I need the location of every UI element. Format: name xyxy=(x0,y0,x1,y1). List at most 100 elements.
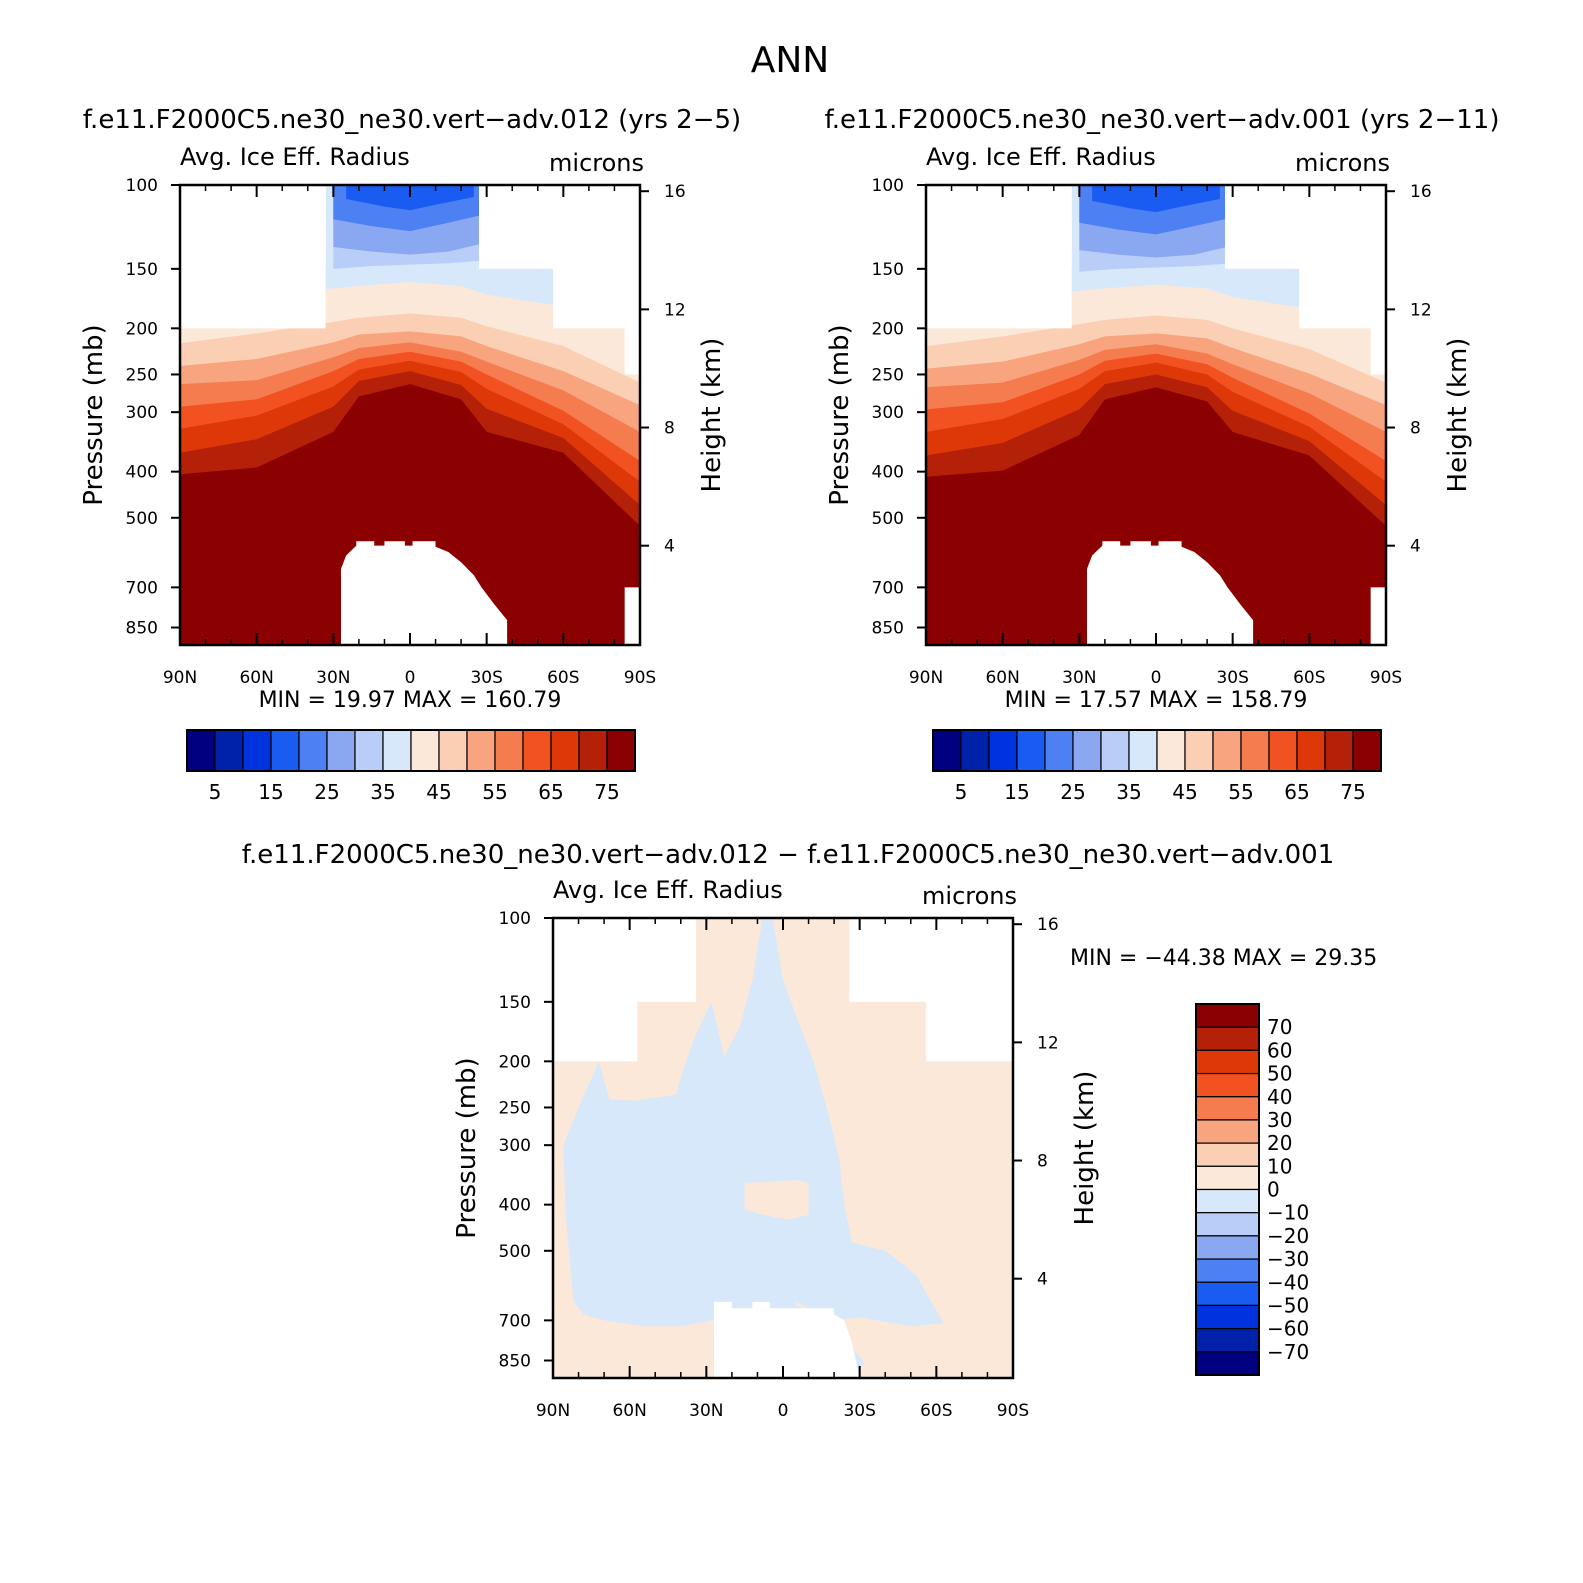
panel-2-colorbar-box-1 xyxy=(960,729,990,772)
panel-2-xtick-label-4: 30S xyxy=(1216,668,1248,688)
panel-2-colorbar-box-13 xyxy=(1296,729,1326,772)
panel-2-colorbar-label-3: 35 xyxy=(1116,780,1141,804)
panel-3-ytick-label-250: 250 xyxy=(499,1098,531,1118)
panel-2-colorbar-box-5 xyxy=(1072,729,1102,772)
panel-1-colorbar-box-3 xyxy=(270,729,300,772)
panel-3-colorbar-box-5 xyxy=(1195,1119,1260,1144)
panel-3-colorbar-label-13: −60 xyxy=(1267,1317,1309,1341)
panel-1-colorbar-label-2: 25 xyxy=(314,780,339,804)
panel-1-colorbar-frame xyxy=(186,729,636,772)
panel-2-xtick-label-5: 60S xyxy=(1293,668,1325,688)
panel-2-band-top xyxy=(1092,185,1220,213)
panel-3-colorbar-box-15 xyxy=(1195,1351,1260,1376)
panel-1-colorbar-box-13 xyxy=(550,729,580,772)
panel-3-colorbar-label-4: 30 xyxy=(1267,1108,1292,1132)
panel-1-xtick-label-4: 30S xyxy=(470,668,502,688)
panel-1-ytick-label-100: 100 xyxy=(126,176,158,196)
panel-3-y2tick-label-16: 16 xyxy=(1037,915,1059,935)
panel-3-colorbar-label-3: 40 xyxy=(1267,1085,1292,1109)
panel-1-ytick-label-850: 850 xyxy=(126,619,158,639)
panel-3-ytick-label-850: 850 xyxy=(499,1352,531,1372)
panel-2-units-label: microns xyxy=(1295,149,1390,177)
panel-3-colorbar-box-0 xyxy=(1195,1003,1260,1028)
panel-3-colorbar-box-13 xyxy=(1195,1304,1260,1330)
panel-1-y2tick-label-12: 12 xyxy=(664,300,686,320)
panel-2-colorbar-box-2 xyxy=(988,729,1018,772)
panel-1-colorbar-box-5 xyxy=(326,729,356,772)
panel-1-colorbar-label-6: 65 xyxy=(538,780,563,804)
panel-2-colorbar-frame xyxy=(932,729,1382,772)
panel-2-colorbar-box-6 xyxy=(1100,729,1130,772)
panel-1-y2tick-label-16: 16 xyxy=(664,182,686,202)
panel-2-case-title: f.e11.F2000C5.ne30_ne30.vert−adv.001 (yr… xyxy=(825,105,1500,135)
panel-2-ytick-label-500: 500 xyxy=(872,509,904,529)
panel-2-colorbar-box-9 xyxy=(1184,729,1214,772)
figure-title: ANN xyxy=(751,40,830,81)
panel-1-colorbar-label-5: 55 xyxy=(482,780,507,804)
panel-3-colorbar-box-6 xyxy=(1195,1142,1260,1167)
panel-1-colorbar-box-8 xyxy=(410,729,440,772)
panel-3-variable-label: Avg. Ice Eff. Radius xyxy=(553,876,783,904)
panel-3-colorbar-box-1 xyxy=(1195,1026,1260,1051)
panel-3-colorbar-box-14 xyxy=(1195,1328,1260,1353)
panel-2-colorbar-box-14 xyxy=(1324,729,1354,772)
panel-1-ytick-label-200: 200 xyxy=(126,319,158,339)
panel-1-xtick-label-2: 30N xyxy=(316,668,350,688)
panel-1-colorbar-label-1: 15 xyxy=(258,780,283,804)
panel-3-colorbar-box-11 xyxy=(1195,1258,1260,1283)
panel-1-colorbar-box-12 xyxy=(522,729,552,772)
panel-3-min-max: MIN = −44.38 MAX = 29.35 xyxy=(1070,946,1377,971)
panel-3-colorbar-label-9: −20 xyxy=(1267,1224,1309,1248)
panel-2-xtick-label-2: 30N xyxy=(1062,668,1096,688)
panel-2-plot: 100 150 200 250 300 400 500 700 850 16 12 8 4 90N 60N 3… xyxy=(825,143,1473,713)
panel-3-colorbar-box-7 xyxy=(1195,1165,1260,1191)
panel-2-y2tick-label-16: 16 xyxy=(1410,182,1432,202)
panel-2-y2label: Height (km) xyxy=(1443,338,1473,493)
panel-2-ytick-label-700: 700 xyxy=(872,578,904,598)
panel-2-min-max: MIN = 17.57 MAX = 158.79 xyxy=(1005,688,1308,713)
panel-3-colorbar-label-14: −70 xyxy=(1267,1340,1309,1364)
panel-3-y2tick-label-12: 12 xyxy=(1037,1033,1059,1053)
panel-3-xtick-label-4: 30S xyxy=(843,1401,875,1421)
panel-3-colorbar-frame xyxy=(1195,1003,1260,1376)
panel-3-field xyxy=(553,918,1013,1378)
panel-1-y2tick-label-4: 4 xyxy=(664,537,675,557)
panel-2-ytick-label-300: 300 xyxy=(872,403,904,423)
panel-3-ytick-label-700: 700 xyxy=(499,1311,531,1331)
panel-1-xtick-label-5: 60S xyxy=(547,668,579,688)
panel-1-colorbar-label-4: 45 xyxy=(426,780,451,804)
panel-3-y2tick-label-4: 4 xyxy=(1037,1270,1048,1290)
panel-1-ylabel: Pressure (mb) xyxy=(79,324,109,505)
panel-1-colorbar-box-9 xyxy=(438,729,468,772)
panel-3-y2label: Height (km) xyxy=(1070,1071,1100,1226)
panel-1-xtick-label-3: 0 xyxy=(405,668,416,688)
panel-3-xtick-label-0: 90N xyxy=(536,1401,570,1421)
panel-1-colorbar-label-3: 35 xyxy=(370,780,395,804)
panel-3-units-label: microns xyxy=(922,882,1017,910)
panel-2-colorbar-label-4: 45 xyxy=(1172,780,1197,804)
panel-3-colorbar-label-12: −50 xyxy=(1267,1293,1309,1317)
panel-3-xtick-label-5: 60S xyxy=(920,1401,952,1421)
panel-1-plot: 100 150 200 250 300 400 500 700 850 16 12 8 4 90N 60N 3… xyxy=(79,143,727,713)
panel-2-variable-label: Avg. Ice Eff. Radius xyxy=(926,143,1156,171)
panel-2-ytick-label-200: 200 xyxy=(872,319,904,339)
panel-1-y2tick-label-8: 8 xyxy=(664,419,675,439)
panel-2-xtick-label-0: 90N xyxy=(909,668,943,688)
panel-3-ytick-label-400: 400 xyxy=(499,1196,531,1216)
panel-3-case-title: f.e11.F2000C5.ne30_ne30.vert−adv.012 − f… xyxy=(242,840,1334,870)
panel-3-colorbar-box-9 xyxy=(1195,1212,1260,1237)
panel-3-colorbar-label-2: 50 xyxy=(1267,1062,1292,1086)
panel-2-colorbar-box-3 xyxy=(1016,729,1046,772)
panel-2-field xyxy=(926,185,1386,645)
panel-2-colorbar: 5 15 25 35 45 55 65 75 xyxy=(932,729,1382,804)
panel-2-colorbar-label-5: 55 xyxy=(1228,780,1253,804)
panel-3-colorbar-label-11: −40 xyxy=(1267,1270,1309,1294)
panel-1-colorbar-box-15 xyxy=(606,729,636,772)
panel-1-colorbar-box-7 xyxy=(382,729,412,772)
panel-3-colorbar-box-3 xyxy=(1195,1072,1260,1098)
panel-2-ytick-label-100: 100 xyxy=(872,176,904,196)
panel-1-variable-label: Avg. Ice Eff. Radius xyxy=(180,143,410,171)
panel-2-colorbar-box-0 xyxy=(932,729,962,772)
panel-2-colorbar-label-2: 25 xyxy=(1060,780,1085,804)
